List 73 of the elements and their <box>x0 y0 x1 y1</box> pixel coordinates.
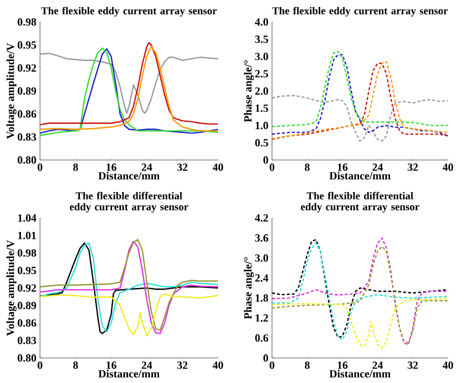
y-tick-label: 0 <box>263 354 268 362</box>
y-tick-label: 3.0 <box>255 52 268 60</box>
chart-title: The flexible differential eddy current array sensor <box>70 192 188 212</box>
x-tick-label: 40 <box>212 362 224 369</box>
x-axis-title: Distance/mm <box>98 370 160 378</box>
line-series <box>40 52 218 114</box>
y-tick-label: 4.0 <box>254 18 268 26</box>
x-tick-label: 8 <box>304 362 310 369</box>
y-tick-label: 1.0 <box>256 122 268 130</box>
y-tick-label: 0.86 <box>18 110 36 118</box>
y-tick-label: 0.89 <box>18 87 36 95</box>
y-tick-label: 0.86 <box>18 319 36 327</box>
y-tick-label: 3.0 <box>255 254 268 262</box>
x-tick-label: 24 <box>372 362 383 369</box>
line-series <box>272 94 448 142</box>
x-tick-label: 40 <box>212 164 224 171</box>
x-tick-label: 8 <box>73 164 78 171</box>
y-axis-title: Voltage amplitude/V <box>6 43 16 139</box>
y-tick-label: 0.92 <box>18 284 36 292</box>
y-axis-title: Phase angle/° <box>244 60 254 122</box>
x-tick-label: 24 <box>142 164 152 171</box>
y-tick-label: 1.8 <box>256 294 268 302</box>
x-tick-label: 32 <box>408 164 418 171</box>
y-tick-label: 3.5 <box>255 36 268 43</box>
x-tick-label: 32 <box>408 362 418 369</box>
x-tick-label: 32 <box>177 362 188 369</box>
y-tick-label: 0.95 <box>18 266 36 274</box>
x-tick-label: 16 <box>338 362 348 369</box>
y-tick-label: 0.83 <box>18 133 36 141</box>
x-axis-title: Distance/mm <box>329 172 391 180</box>
y-tick-label: 0.98 <box>18 249 36 257</box>
x-tick-label: 24 <box>372 164 383 171</box>
x-tick-label: 16 <box>338 164 348 171</box>
y-tick-label: 1.5 <box>256 104 268 112</box>
y-tick-label: 2.4 <box>255 274 268 282</box>
line-series <box>272 297 448 349</box>
x-tick-label: 0 <box>38 362 42 369</box>
y-tick-label: 0.6 <box>255 334 268 342</box>
line-series <box>40 293 218 336</box>
x-tick-label: 40 <box>442 164 454 171</box>
x-axis-title: Distance/mm <box>329 370 391 378</box>
y-tick-label: 0.95 <box>18 41 36 49</box>
x-tick-label: 40 <box>442 362 454 369</box>
y-tick-label: 0.98 <box>18 18 36 26</box>
y-tick-label: 2.5 <box>255 70 268 78</box>
x-axis-title: Distance/mm <box>98 172 160 180</box>
x-tick-label: 32 <box>177 164 188 171</box>
x-tick-label: 16 <box>106 362 116 369</box>
chart-title: The flexible eddy current array sensor <box>272 6 448 16</box>
chart-title: The flexible differential eddy current array sensor <box>300 192 420 212</box>
y-tick-label: 0.5 <box>255 139 268 146</box>
x-tick-label: 24 <box>142 362 152 369</box>
x-tick-label: 8 <box>73 362 78 369</box>
y-tick-label: 0.92 <box>18 64 36 72</box>
x-tick-label: 8 <box>304 164 310 171</box>
y-axis-title: Phase angle/° <box>244 257 254 320</box>
y-tick-label: 2.0 <box>255 87 268 95</box>
x-tick-label: 0 <box>270 164 274 171</box>
y-tick-label: 1.04 <box>18 214 36 222</box>
y-tick-label: 4.2 <box>254 214 268 222</box>
y-tick-label: 0.80 <box>18 354 36 362</box>
x-tick-label: 0 <box>270 362 274 369</box>
y-tick-label: 3.6 <box>255 234 268 242</box>
y-tick-label: 0.80 <box>18 156 36 164</box>
y-tick-label: 1.2 <box>256 314 268 322</box>
y-tick-label: 0 <box>263 156 268 164</box>
chart-title: The flexible eddy current array sensor <box>41 6 217 16</box>
x-tick-label: 0 <box>38 164 42 171</box>
y-axis-title: Voltage amplitude/V <box>6 240 16 336</box>
y-tick-label: 0.83 <box>18 336 36 344</box>
y-tick-label: 1.01 <box>18 232 36 240</box>
x-tick-label: 16 <box>106 164 116 171</box>
y-tick-label: 0.89 <box>18 302 36 310</box>
